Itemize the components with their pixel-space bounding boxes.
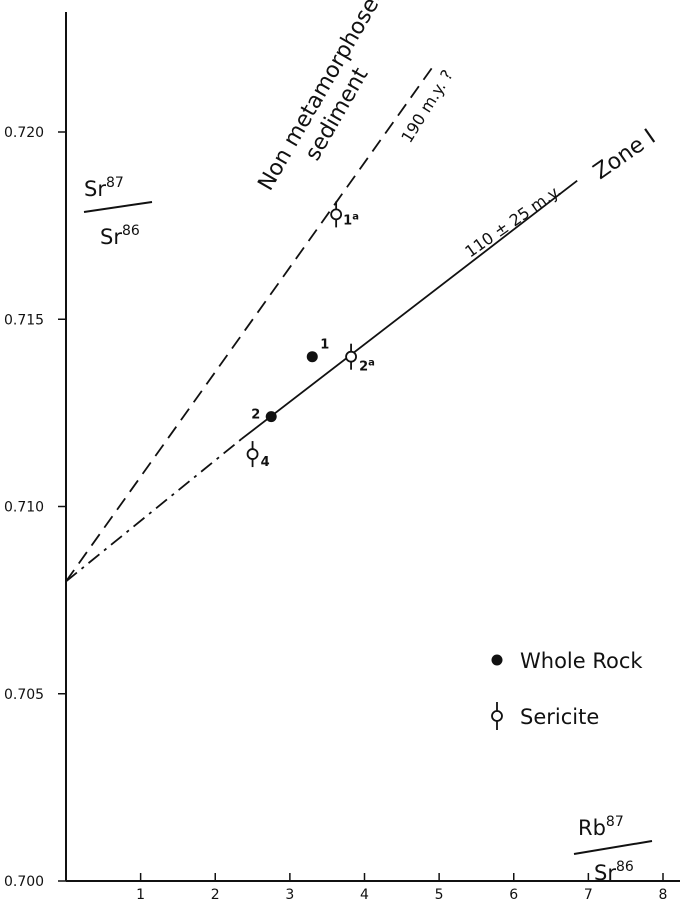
legend: Whole Rock Sericite (491, 649, 643, 730)
y-label-numerator: Sr87 (84, 175, 124, 201)
line-solid-2 (240, 179, 578, 440)
point-label-1: 1 (320, 338, 329, 353)
y-tick-label-0.715: 0.715 (4, 312, 44, 328)
marker-sericite-2a (345, 350, 357, 363)
point-label-1a: 1a (343, 211, 359, 228)
y-tick-label-0.705: 0.705 (4, 687, 44, 703)
marker-whole-rock-2 (265, 411, 277, 423)
y-label-fraction-bar (83, 201, 153, 213)
point-label-2: 2 (251, 408, 260, 423)
axes (65, 12, 680, 882)
annotation-110-my: 110 ± 25 m.y. (461, 181, 564, 261)
y-tick-label-0.700: 0.700 (4, 874, 44, 890)
point-2: 2 (251, 408, 277, 423)
point-4: 4 (246, 441, 270, 470)
reference-lines (65, 67, 578, 583)
y-tick-label-0.710: 0.710 (4, 500, 44, 516)
y-label-denominator: Sr86 (100, 223, 140, 249)
y-tick-label-0.720: 0.720 (4, 125, 44, 141)
x-tick-label-2: 2 (211, 887, 220, 903)
x-tick-label-8: 8 (659, 887, 668, 903)
y-tick-group: 0.700 0.705 0.710 0.715 0.720 (4, 125, 66, 890)
legend-sericite-label: Sericite (520, 705, 599, 729)
annotation-zone-i: Zone I (589, 125, 660, 185)
line-annotations: Non metamorphosed sediment 190 m.y. ? 11… (254, 0, 661, 261)
marker-whole-rock-1 (306, 351, 318, 363)
y-axis-label: Sr87 Sr86 (83, 175, 153, 249)
x-tick-group: 1 2 3 4 5 6 7 8 (136, 873, 667, 903)
legend-whole-rock-label: Whole Rock (520, 649, 643, 673)
x-tick-label-6: 6 (509, 887, 518, 903)
x-tick-label-5: 5 (435, 887, 444, 903)
x-label-numerator: Rb87 (578, 814, 624, 840)
point-label-2a: 2a (359, 358, 375, 375)
marker-sericite-1a (330, 208, 343, 221)
line-dash-dot-1 (65, 438, 242, 583)
point-1: 1 (306, 338, 329, 363)
legend-sericite-marker (491, 702, 503, 730)
legend-whole-rock-marker (491, 654, 503, 666)
annotation-190-my: 190 m.y. ? (397, 66, 457, 146)
x-tick-label-7: 7 (584, 887, 593, 903)
annotation-non-metamorphosed: Non metamorphosed (254, 0, 392, 195)
x-tick-label-4: 4 (360, 887, 369, 903)
x-label-fraction-bar (573, 840, 653, 855)
x-tick-label-3: 3 (285, 887, 294, 903)
x-axis-label: Rb87 Sr86 (573, 814, 653, 885)
line-dashed-0 (65, 67, 433, 582)
data-points: 1 2 1a 2a 4 (246, 201, 375, 470)
x-tick-label-1: 1 (136, 887, 145, 903)
marker-sericite-4 (246, 448, 259, 460)
x-label-denominator: Sr86 (594, 859, 634, 885)
point-label-4: 4 (261, 455, 270, 470)
point-1a: 1a (330, 201, 359, 228)
